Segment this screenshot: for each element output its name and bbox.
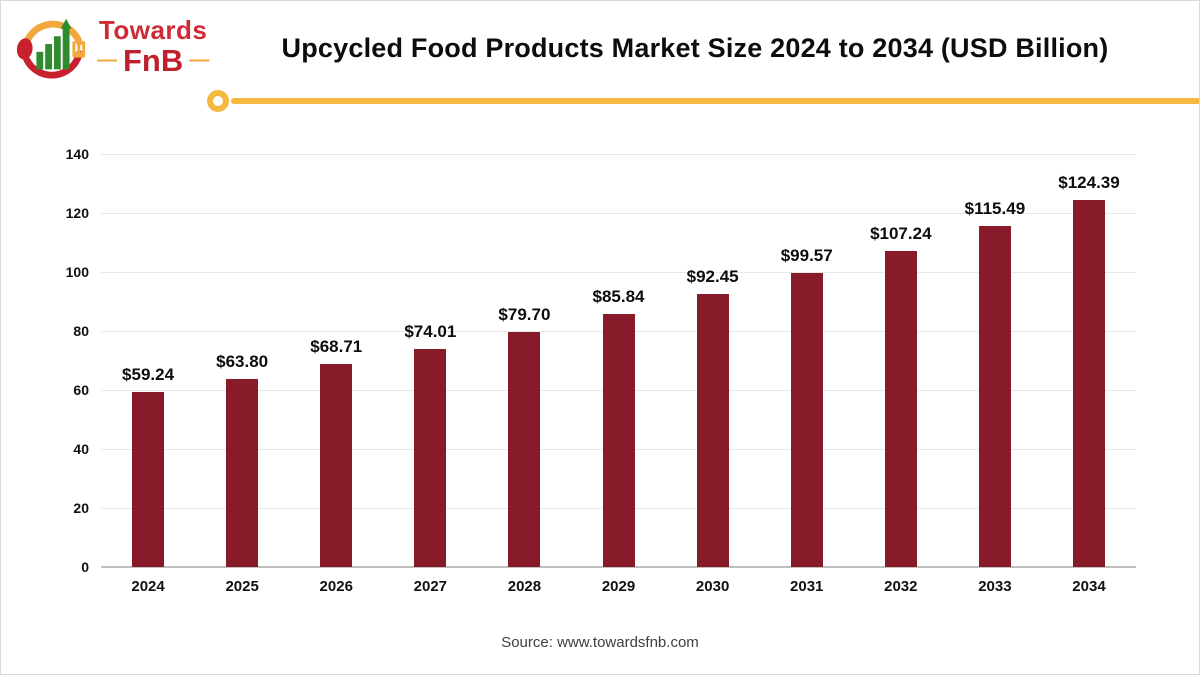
bar-value-label-2026: $68.71	[310, 337, 363, 357]
towardsfnb-logo: Towards — FnB —	[15, 9, 209, 83]
x-axis-line	[101, 566, 1136, 568]
bar-column-2028: $79.70 2028	[477, 154, 571, 595]
bar-column-2031: $99.57 2031	[760, 154, 854, 595]
divider-line	[231, 98, 1199, 104]
bar-2031: $99.57	[781, 246, 833, 567]
y-axis-tick-20: 20	[73, 500, 89, 516]
y-axis-tick-40: 40	[73, 441, 89, 457]
x-axis-label-2033: 2033	[978, 578, 1012, 595]
logo-dash-right: —	[189, 49, 210, 71]
y-axis-tick-60: 60	[73, 382, 89, 398]
bar-column-2026: $68.71 2026	[289, 154, 383, 595]
x-axis-label-2032: 2032	[884, 578, 918, 595]
x-axis-label-2031: 2031	[790, 578, 824, 595]
bar-2029: $85.84	[593, 287, 645, 567]
bar-column-2032: $107.24 2032	[854, 154, 948, 595]
bar-2032: $107.24	[870, 224, 932, 567]
source-text: Source: www.towardsfnb.com	[501, 634, 699, 651]
bar-2024: $59.24	[122, 365, 174, 567]
bar-column-2034: $124.39 2034	[1042, 154, 1136, 595]
bars-container: $59.24 2024 $63.80 2025 $68.71 2026 $74.01 2027…	[101, 154, 1136, 595]
bar-2026: $68.71	[310, 337, 362, 567]
bar-value-label-2032: $107.24	[870, 223, 932, 243]
gridline	[101, 154, 1136, 155]
gridline	[101, 212, 1136, 214]
bar-value-label-2028: $79.70	[498, 304, 551, 324]
chart-title: Upcycled Food Products Market Size 2024 …	[281, 33, 1109, 63]
towardsfnb-logo-icon	[16, 18, 86, 79]
bar-2027: $74.01	[404, 322, 456, 567]
x-axis-label-2026: 2026	[319, 578, 353, 595]
x-axis-label-2034: 2034	[1072, 578, 1106, 595]
y-axis-tick-0: 0	[81, 559, 89, 575]
logo-dash-left: —	[97, 49, 117, 71]
divider-ring-icon	[207, 90, 229, 112]
y-axis-tick-140: 140	[65, 146, 89, 162]
bar-value-label-2033: $115.49	[964, 199, 1026, 219]
gridline	[101, 271, 1136, 273]
towardsfnb-logo-text: Towards — FnB —	[97, 17, 209, 76]
x-axis-label-2024: 2024	[131, 578, 165, 595]
bar-value-label-2034: $124.39	[1058, 173, 1120, 193]
bar-value-label-2029: $85.84	[592, 286, 645, 306]
bar-2033: $115.49	[965, 199, 1025, 567]
bar-value-label-2025: $63.80	[216, 351, 269, 371]
bar-column-2024: $59.24 2024	[101, 154, 195, 595]
bar-column-2029: $85.84 2029	[571, 154, 665, 595]
logo-word-fnb: FnB	[123, 42, 184, 78]
x-axis-label-2030: 2030	[695, 578, 730, 595]
x-axis-label-2029: 2029	[601, 578, 636, 595]
x-axis-label-2028: 2028	[507, 578, 542, 595]
bar-column-2025: $63.80 2025	[195, 154, 289, 595]
bar-value-label-2024: $59.24	[122, 365, 175, 385]
bar-chart-plot-area: 0 20 40 60 80 100 120 140 $59.24 2024 $63.80 2025 $6…	[66, 146, 1136, 595]
y-axis-tick-120: 120	[65, 205, 89, 221]
bar-column-2027: $74.01 2027	[383, 154, 477, 595]
bar-2030: $92.45	[687, 267, 739, 567]
bar-2034: $124.39	[1058, 173, 1120, 567]
logo-word-towards: Towards	[98, 14, 208, 45]
x-axis-label-2025: 2025	[225, 578, 259, 595]
x-axis-label-2027: 2027	[413, 578, 448, 595]
y-axis-tick-100: 100	[65, 264, 89, 280]
bar-value-label-2031: $99.57	[780, 246, 833, 266]
bar-2028: $79.70	[498, 305, 550, 567]
bar-value-label-2027: $74.01	[404, 321, 457, 341]
bar-2025: $63.80	[216, 352, 268, 567]
bar-column-2030: $92.45 2030	[666, 154, 760, 595]
bar-column-2033: $115.49 2033	[948, 154, 1042, 595]
y-axis-tick-80: 80	[73, 323, 89, 339]
bar-value-label-2030: $92.45	[686, 267, 739, 287]
